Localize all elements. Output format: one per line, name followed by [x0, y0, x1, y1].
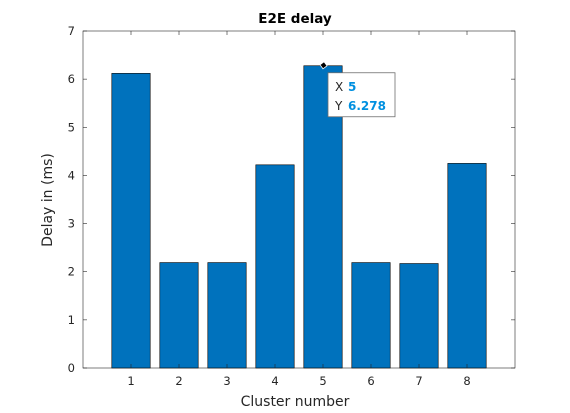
bar-cluster-8[interactable] — [448, 163, 486, 368]
y-tick-label: 6 — [68, 72, 75, 86]
x-tick-label: 4 — [271, 374, 278, 388]
x-tick-label: 1 — [127, 374, 134, 388]
x-tick-label: 8 — [463, 374, 470, 388]
y-tick-label: 0 — [68, 361, 75, 375]
y-tick-label: 4 — [68, 168, 75, 182]
y-tick-label: 5 — [68, 120, 75, 134]
bar-cluster-2[interactable] — [160, 263, 198, 368]
y-tick-label: 1 — [68, 313, 75, 327]
datatip-y-label: Y — [334, 99, 343, 113]
datatip-x-value: 5 — [348, 80, 356, 94]
x-tick-label: 6 — [367, 374, 374, 388]
bar-cluster-6[interactable] — [352, 263, 390, 368]
bar-cluster-1[interactable] — [112, 73, 150, 368]
x-tick-label: 7 — [415, 374, 422, 388]
x-tick-label: 2 — [175, 374, 182, 388]
y-tick-label: 3 — [68, 217, 75, 231]
x-tick-label: 5 — [319, 374, 326, 388]
y-axis-label: Delay in (ms) — [40, 153, 56, 247]
datatip-x-label: X — [335, 80, 343, 94]
datatip-y-value: 6.278 — [348, 99, 386, 113]
x-tick-label: 3 — [223, 374, 230, 388]
bar-cluster-3[interactable] — [208, 263, 246, 368]
chart-title: E2E delay — [258, 11, 332, 27]
bar-cluster-4[interactable] — [256, 165, 294, 368]
bar-cluster-7[interactable] — [400, 264, 438, 368]
y-tick-label: 7 — [68, 24, 75, 38]
x-axis-label: Cluster number — [241, 394, 350, 410]
y-tick-label: 2 — [68, 265, 75, 279]
